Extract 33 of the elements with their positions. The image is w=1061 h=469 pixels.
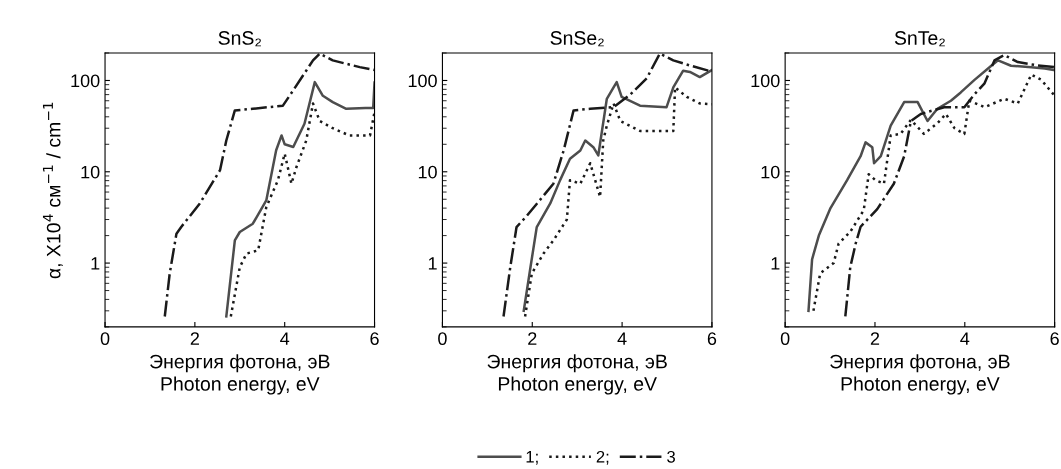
y-tick-label: 1	[91, 257, 100, 270]
x-tick-label: 6	[707, 332, 717, 346]
legend-label: 2;	[596, 450, 609, 465]
y-tick-label: 10	[418, 165, 437, 179]
legend-label: 3	[667, 450, 675, 463]
y-tick-label: 10	[81, 165, 100, 179]
x-tick-label: 0	[438, 332, 447, 346]
chart-title: SnS₂	[218, 31, 261, 47]
y-tick-label: 1	[428, 257, 437, 270]
x-axis-title: Энергия фотона, эВ Photon energy, eV	[150, 354, 330, 395]
chart-title: SnSe₂	[550, 31, 604, 47]
line-series	[163, 53, 375, 318]
x-tick-label: 6	[1050, 332, 1059, 346]
x-tick-label: 2	[870, 332, 880, 345]
x-tick-label: 4	[960, 332, 970, 345]
y-tick-label: 10	[761, 165, 780, 179]
x-tick-label: 0	[780, 332, 790, 346]
line-series	[502, 53, 712, 318]
x-tick-label: 2	[190, 332, 199, 345]
legend-label: 1;	[526, 451, 538, 465]
y-tick-label: 100	[408, 74, 437, 88]
y-axis-title: α, X10$^{4}$ см$^{−1}$ / cm$^{−1}$	[42, 102, 63, 279]
x-tick-label: 4	[617, 332, 627, 345]
x-axis-title: Энергия фотона, эВ Photon energy, eV	[487, 354, 667, 395]
y-tick-label: 1	[771, 257, 780, 270]
y-tick-label: 100	[71, 74, 100, 88]
chart-title: SnTe₂	[894, 31, 945, 47]
x-tick-label: 6	[370, 332, 379, 346]
x-tick-label: 4	[280, 332, 290, 345]
y-tick-label: 100	[751, 74, 780, 88]
x-tick-label: 2	[528, 332, 537, 345]
x-tick-label: 0	[100, 332, 110, 346]
x-axis-title: Энергия фотона, эВ Photon energy, eV	[830, 354, 1010, 395]
